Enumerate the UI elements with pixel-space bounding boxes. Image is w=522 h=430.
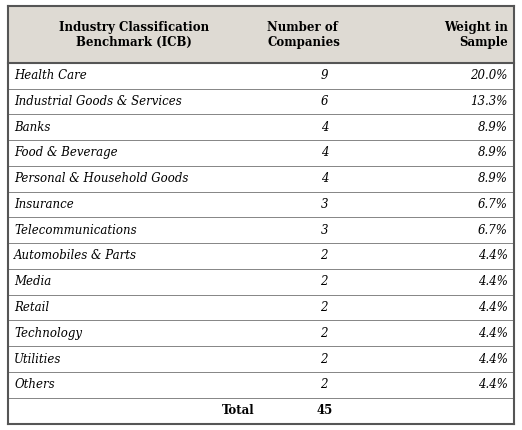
Text: 9: 9 [321,69,328,82]
Text: 4: 4 [321,172,328,185]
Text: 45: 45 [316,404,333,417]
Text: 2: 2 [321,378,328,391]
Text: Number of
Companies: Number of Companies [267,21,340,49]
Text: 4.4%: 4.4% [478,275,508,288]
Text: 4.4%: 4.4% [478,378,508,391]
Text: Food & Beverage: Food & Beverage [14,147,118,160]
Text: 2: 2 [321,249,328,262]
Text: Industry Classification
Benchmark (ICB): Industry Classification Benchmark (ICB) [60,21,209,49]
Text: 13.3%: 13.3% [470,95,508,108]
Text: Insurance: Insurance [14,198,74,211]
Text: Automobiles & Parts: Automobiles & Parts [14,249,137,262]
Text: 4: 4 [321,147,328,160]
Text: Others: Others [14,378,55,391]
Text: 4: 4 [321,121,328,134]
Text: 3: 3 [321,224,328,237]
Text: 6.7%: 6.7% [478,198,508,211]
Text: 4.4%: 4.4% [478,327,508,340]
Text: Banks: Banks [14,121,51,134]
Text: 4.4%: 4.4% [478,249,508,262]
Text: 8.9%: 8.9% [478,172,508,185]
Text: 6.7%: 6.7% [478,224,508,237]
Text: 2: 2 [321,275,328,288]
Text: 3: 3 [321,198,328,211]
Text: 8.9%: 8.9% [478,147,508,160]
Text: 6: 6 [321,95,328,108]
Text: Health Care: Health Care [14,69,87,82]
Text: Retail: Retail [14,301,49,314]
Text: 4.4%: 4.4% [478,301,508,314]
Text: 8.9%: 8.9% [478,121,508,134]
Text: Utilities: Utilities [14,353,62,366]
Text: 2: 2 [321,301,328,314]
Text: Industrial Goods & Services: Industrial Goods & Services [14,95,182,108]
Text: Media: Media [14,275,51,288]
Bar [8,6,514,63]
Text: Total: Total [222,404,255,417]
Text: 2: 2 [321,353,328,366]
Text: 20.0%: 20.0% [470,69,508,82]
Text: Telecommunications: Telecommunications [14,224,137,237]
Text: 4.4%: 4.4% [478,353,508,366]
Text: 2: 2 [321,327,328,340]
Text: Weight in
Sample: Weight in Sample [444,21,508,49]
Text: Personal & Household Goods: Personal & Household Goods [14,172,188,185]
Text: Technology: Technology [14,327,82,340]
